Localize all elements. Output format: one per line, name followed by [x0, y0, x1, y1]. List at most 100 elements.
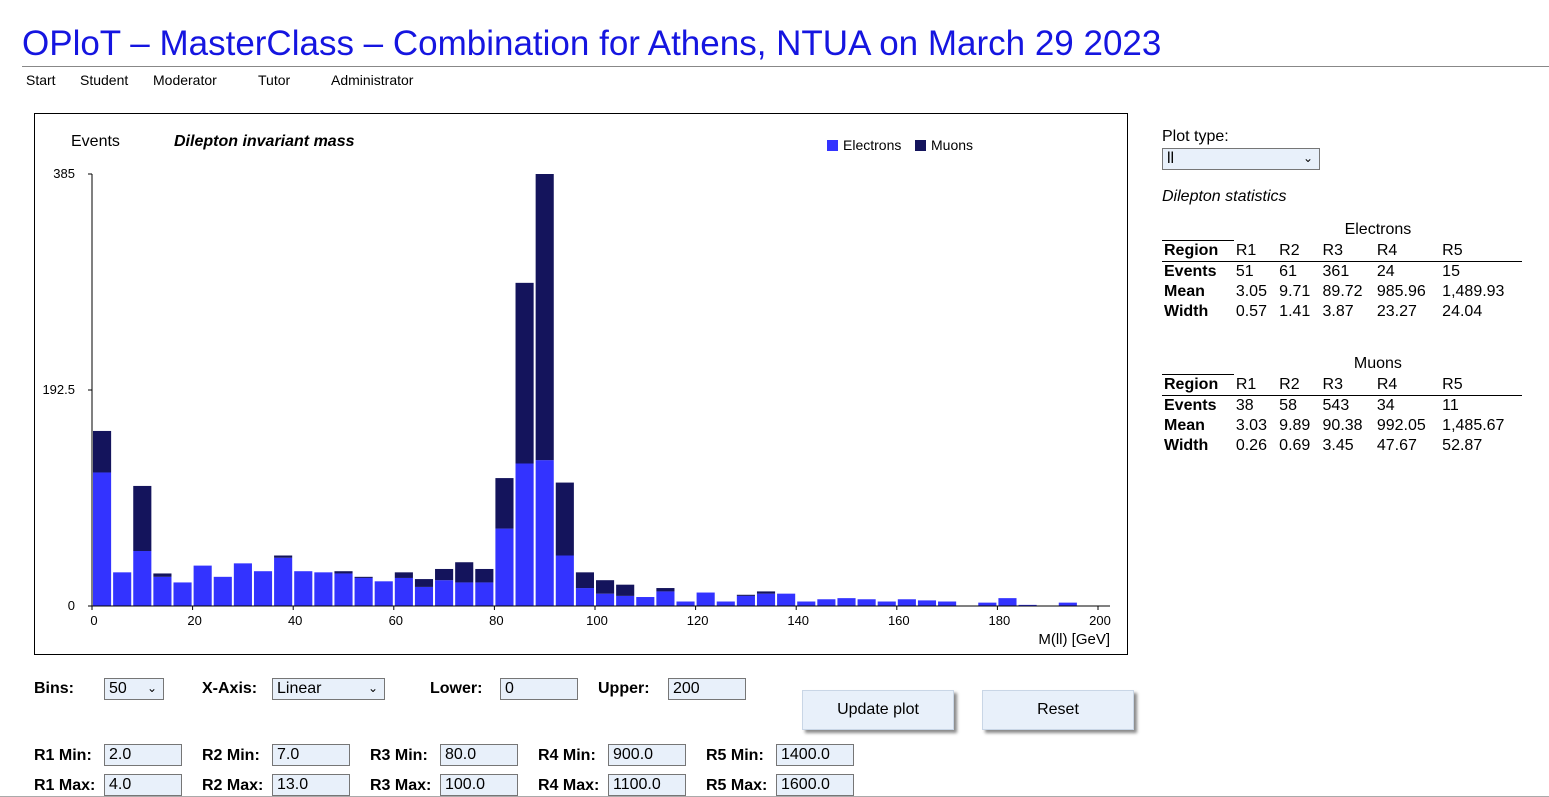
- legend-swatch: [915, 140, 926, 151]
- electron-bar: [636, 597, 655, 606]
- r3-max-label: R3 Max:: [370, 777, 432, 794]
- nav-moderator-link[interactable]: Moderator: [153, 72, 217, 88]
- table-caption: Muons: [1353, 355, 1402, 373]
- table-cell: 3.05: [1235, 283, 1267, 300]
- table-cell: 24.04: [1442, 303, 1483, 320]
- dilepton-mass-histogram: Events Dilepton invariant mass M(ll) [Ge…: [42, 133, 1111, 648]
- electron-bar: [1018, 604, 1037, 606]
- stats-title: Dilepton statistics: [1162, 188, 1287, 205]
- table-cell: 0.69: [1279, 437, 1311, 454]
- nav-student-link[interactable]: Student: [80, 72, 129, 88]
- electron-bar: [777, 593, 796, 606]
- electron-bar: [917, 600, 937, 606]
- electron-bar: [877, 601, 896, 606]
- electron-bar: [696, 592, 715, 606]
- electron-bar: [857, 599, 876, 606]
- r1-min-input[interactable]: 2.0: [104, 744, 182, 766]
- update-plot-button[interactable]: Update plot: [802, 690, 954, 730]
- header-cell: R5: [1440, 240, 1522, 262]
- electron-bar: [656, 591, 675, 606]
- electron-bar: [837, 598, 856, 606]
- header-cell: R3: [1320, 240, 1375, 262]
- r5-min-input[interactable]: 1400.0: [776, 744, 854, 766]
- upper-input[interactable]: 200: [668, 678, 746, 700]
- muon-bar: [495, 478, 514, 529]
- row-header: Width: [1164, 303, 1209, 320]
- legend-swatch: [827, 140, 838, 151]
- electron-bar: [193, 565, 212, 606]
- nav-tutor-link[interactable]: Tutor: [258, 72, 291, 88]
- r3-min-label: R3 Min:: [370, 747, 428, 764]
- electron-bar: [153, 576, 172, 606]
- table-row: Mean 3.03 9.89 90.38 992.05 1,485.67: [1162, 416, 1522, 436]
- electron-bar: [173, 582, 192, 606]
- muon-bar: [535, 174, 554, 461]
- r1-max-input[interactable]: 4.0: [104, 774, 182, 796]
- title-divider: [22, 66, 1549, 67]
- bins-select[interactable]: 50 ⌄: [104, 678, 164, 700]
- r5-min-label: R5 Min:: [706, 747, 764, 764]
- upper-label: Upper:: [598, 680, 650, 697]
- electron-bar: [394, 577, 413, 606]
- lower-input[interactable]: 0: [500, 678, 578, 700]
- table-cell: 985.96: [1376, 283, 1426, 300]
- nav-administrator-link[interactable]: Administrator: [331, 72, 414, 88]
- electron-bar: [455, 582, 474, 606]
- r2-max-input[interactable]: 13.0: [272, 774, 350, 796]
- r5-max-input[interactable]: 1600.0: [776, 774, 854, 796]
- electron-bar: [435, 580, 454, 606]
- page-title: OPloT – MasterClass – Combination for At…: [22, 24, 1162, 63]
- plot-type-value: ll: [1167, 150, 1175, 167]
- table-cell: 61: [1279, 263, 1297, 280]
- row-header: Mean: [1164, 417, 1205, 434]
- r4-max-label: R4 Max:: [538, 777, 600, 794]
- table-cell: 0.26: [1235, 437, 1267, 454]
- row-header: Mean: [1164, 283, 1205, 300]
- x-tick-label: 60: [389, 613, 403, 628]
- r4-max-input[interactable]: 1100.0: [608, 774, 686, 796]
- electron-bar: [414, 586, 434, 606]
- muon-bar: [354, 576, 373, 578]
- r4-min-input[interactable]: 900.0: [608, 744, 686, 766]
- muon-bar: [596, 580, 615, 594]
- table-cell: 1,485.67: [1442, 417, 1505, 434]
- x-tick-label: 200: [1089, 613, 1111, 628]
- electron-bar: [817, 599, 836, 606]
- r3-max-input[interactable]: 100.0: [440, 774, 518, 796]
- header-cell: R5: [1440, 374, 1522, 396]
- table-cell: 34: [1376, 397, 1395, 414]
- chart-title: Dilepton invariant mass: [174, 133, 355, 150]
- table-cell: 3.87: [1322, 303, 1354, 320]
- table-cell: 23.27: [1376, 303, 1417, 320]
- electron-bar: [495, 528, 514, 606]
- electron-bar: [938, 601, 957, 606]
- table-cell: 0.57: [1235, 303, 1267, 320]
- plot-type-select[interactable]: ll ⌄: [1162, 148, 1320, 170]
- table-row: Width 0.57 1.41 3.87 23.27 24.04: [1162, 302, 1522, 322]
- row-header: Width: [1164, 437, 1209, 454]
- electron-bar: [797, 601, 816, 606]
- header-cell: R2: [1277, 374, 1321, 396]
- legend-label: Electrons: [843, 137, 901, 153]
- reset-button[interactable]: Reset: [982, 690, 1134, 730]
- r2-min-input[interactable]: 7.0: [272, 744, 350, 766]
- r3-min-input[interactable]: 80.0: [440, 744, 518, 766]
- table-cell: 52.87: [1442, 437, 1483, 454]
- electron-bar: [736, 595, 755, 606]
- xaxis-select[interactable]: Linear ⌄: [272, 678, 385, 700]
- muon-bar: [756, 591, 776, 594]
- table-cell: 9.71: [1279, 283, 1311, 300]
- r2-max-label: R2 Max:: [202, 777, 264, 794]
- y-tick-label: 385: [53, 166, 75, 181]
- electron-bar: [515, 463, 534, 606]
- electron-bar: [897, 599, 916, 606]
- muon-bar: [274, 555, 293, 558]
- x-tick-label: 180: [989, 613, 1011, 628]
- chevron-down-icon: ⌄: [146, 681, 157, 695]
- nav-start-link[interactable]: Start: [26, 72, 56, 88]
- table-cell: 47.67: [1376, 437, 1417, 454]
- electron-bar: [374, 581, 393, 606]
- table-cell: 3.03: [1235, 417, 1267, 434]
- table-row: Mean 3.05 9.71 89.72 985.96 1,489.93: [1162, 282, 1522, 302]
- table-cell: 15: [1442, 263, 1460, 280]
